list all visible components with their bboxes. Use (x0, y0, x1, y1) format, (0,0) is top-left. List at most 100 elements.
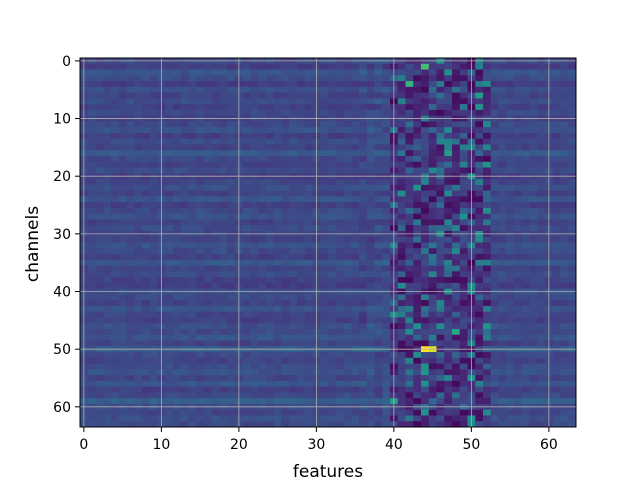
heatmap-cell (118, 184, 127, 192)
heatmap-cell (149, 104, 158, 111)
heatmap-cell (514, 98, 523, 105)
heatmap-cell (266, 334, 275, 341)
heatmap-cell (335, 323, 344, 330)
heatmap-cell (204, 294, 213, 301)
heatmap-cell (452, 190, 461, 197)
heatmap-cell (304, 259, 313, 266)
heatmap-cell (490, 75, 499, 82)
heatmap-cell (506, 294, 515, 301)
heatmap-cell (304, 386, 313, 393)
heatmap-cell (165, 63, 174, 70)
heatmap-cell (343, 375, 352, 382)
heatmap-cell (196, 150, 205, 157)
heatmap-cell (397, 363, 406, 370)
heatmap-cell (506, 63, 515, 70)
heatmap-cell (281, 294, 290, 301)
heatmap-cell (87, 300, 96, 307)
heatmap-cell (343, 75, 352, 82)
heatmap-cell (366, 398, 375, 405)
heatmap-cell (149, 409, 158, 416)
heatmap-cell (227, 132, 236, 140)
heatmap-cell (227, 357, 236, 364)
heatmap-cell (281, 219, 290, 226)
heatmap-cell (560, 375, 569, 382)
heatmap-cell (366, 109, 375, 117)
heatmap-cell (568, 334, 577, 341)
heatmap-cell (444, 392, 453, 399)
heatmap-cell (281, 265, 290, 272)
heatmap-cell (436, 242, 445, 249)
heatmap-cell (180, 225, 189, 232)
heatmap-cell (366, 369, 375, 376)
heatmap-cell (498, 357, 507, 364)
heatmap-cell (413, 421, 422, 428)
heatmap-cell (111, 317, 120, 324)
heatmap-cell (475, 236, 484, 243)
heatmap-cell (250, 98, 259, 105)
heatmap-cell (266, 328, 275, 336)
heatmap-cell (444, 254, 453, 261)
heatmap-cell (126, 190, 135, 197)
heatmap-cell (366, 207, 375, 215)
heatmap-cell (428, 75, 437, 82)
heatmap-cell (111, 415, 120, 422)
heatmap-cell (134, 294, 143, 301)
heatmap-cell (560, 236, 569, 243)
heatmap-cell (374, 81, 383, 88)
heatmap-cell (444, 323, 453, 330)
heatmap-cell (165, 144, 174, 151)
heatmap-cell (304, 150, 313, 157)
heatmap-cell (529, 213, 538, 220)
heatmap-cell (552, 121, 561, 128)
heatmap-cell (374, 86, 383, 93)
heatmap-cell (405, 219, 414, 226)
heatmap-cell (521, 357, 530, 364)
heatmap-cell (126, 236, 135, 243)
heatmap-cell (405, 334, 414, 341)
heatmap-cell (103, 98, 112, 105)
heatmap-cell (173, 207, 182, 215)
heatmap-cell (149, 63, 158, 70)
heatmap-cell (281, 104, 290, 111)
heatmap-cell (335, 300, 344, 307)
heatmap-cell (436, 265, 445, 272)
heatmap-cell (413, 328, 422, 336)
heatmap-cell (506, 317, 515, 324)
heatmap-cell (134, 86, 143, 93)
heatmap-cell (428, 150, 437, 157)
heatmap-cell (281, 357, 290, 364)
heatmap-cell (413, 190, 422, 197)
heatmap-cell (475, 282, 484, 290)
heatmap-cell (514, 415, 523, 422)
heatmap-cell (397, 398, 406, 405)
heatmap-cell (111, 138, 120, 145)
heatmap-cell (568, 392, 577, 399)
heatmap-cell (281, 98, 290, 105)
heatmap-cell (537, 300, 546, 307)
heatmap-cell (413, 179, 422, 186)
heatmap-cell (452, 207, 461, 215)
heatmap-cell (211, 334, 220, 341)
heatmap-cell (273, 196, 282, 203)
heatmap-cell (428, 369, 437, 376)
heatmap-cell (568, 184, 577, 192)
heatmap-cell (289, 415, 298, 422)
heatmap-cell (118, 207, 127, 215)
heatmap-cell (242, 259, 251, 266)
heatmap-cell (134, 167, 143, 174)
heatmap-cell (405, 363, 414, 370)
heatmap-cell (521, 375, 530, 382)
heatmap-cell (335, 63, 344, 70)
heatmap-cell (289, 138, 298, 145)
heatmap-cell (258, 254, 267, 261)
heatmap-cell (436, 213, 445, 220)
heatmap-cell (351, 369, 360, 376)
heatmap-cell (281, 259, 290, 266)
heatmap-cell (397, 421, 406, 428)
heatmap-cell (204, 242, 213, 249)
heatmap-cell (126, 323, 135, 330)
heatmap-cell (397, 86, 406, 93)
heatmap-cell (459, 369, 468, 376)
heatmap-cell (444, 167, 453, 174)
heatmap-cell (413, 352, 422, 359)
